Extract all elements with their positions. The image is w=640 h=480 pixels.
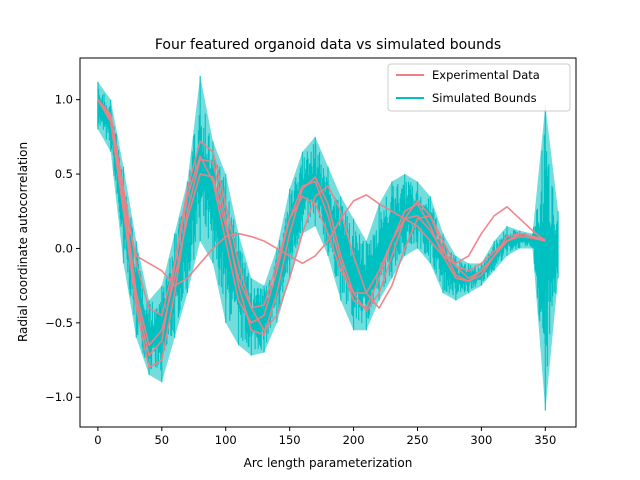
x-tick-label: 150 (279, 433, 301, 447)
plot-area (97, 75, 559, 411)
y-tick-label: −0.5 (45, 316, 73, 330)
y-tick-label: 0.5 (55, 167, 73, 181)
chart-title: Four featured organoid data vs simulated… (155, 37, 501, 53)
x-tick-label: 50 (154, 433, 169, 447)
x-axis: 0 50 100 150 200 250 300 350 (94, 427, 556, 447)
axes-frame (79, 57, 577, 428)
y-tick-label: −1.0 (45, 390, 73, 404)
experimental-line-3 (97, 99, 546, 332)
y-tick-label: 1.0 (55, 93, 73, 107)
y-axis: −1.0 −0.5 0.0 0.5 1.0 (45, 93, 80, 404)
legend: Experimental Data Simulated Bounds (387, 63, 571, 112)
legend-label-simulated: Simulated Bounds (432, 91, 537, 105)
x-tick-label: 250 (407, 433, 429, 447)
x-tick-label: 350 (534, 433, 556, 447)
y-tick-label: 0.0 (55, 241, 73, 255)
x-axis-label: Arc length parameterization (244, 456, 413, 470)
x-tick-label: 0 (94, 433, 101, 447)
x-tick-label: 200 (343, 433, 365, 447)
experimental-line-4 (97, 99, 546, 287)
legend-label-experimental: Experimental Data (432, 68, 540, 82)
legend-box (387, 63, 571, 112)
x-tick-label: 100 (215, 433, 237, 447)
experimental-line-5 (97, 99, 546, 346)
x-tick-label: 300 (470, 433, 492, 447)
y-axis-label: Radial coordinate autocorrelation (16, 142, 30, 342)
